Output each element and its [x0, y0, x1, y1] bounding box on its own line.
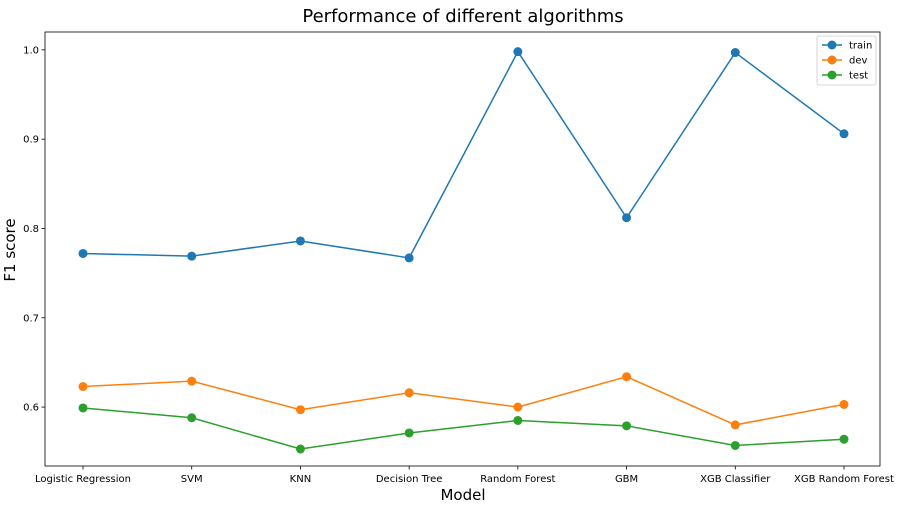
data-point-test	[404, 428, 414, 438]
x-tick-label: Random Forest	[480, 474, 555, 485]
data-point-train	[78, 248, 88, 258]
series-line-test	[82, 407, 845, 450]
data-point-train	[187, 251, 197, 261]
data-point-test	[513, 415, 523, 425]
legend-marker-train	[827, 40, 837, 50]
data-point-test	[730, 440, 740, 450]
data-point-dev	[295, 405, 305, 415]
data-point-train	[513, 47, 523, 57]
x-tick-label: XGB Classifier	[700, 474, 771, 485]
series-line-train	[82, 50, 845, 259]
y-tick-label: 0.6	[23, 403, 39, 414]
data-point-train	[295, 236, 305, 246]
data-point-train	[404, 253, 414, 263]
data-point-train	[730, 48, 740, 58]
legend: train dev test	[816, 35, 877, 86]
x-tick-label: XGB Random Forest	[794, 474, 894, 485]
data-point-test	[622, 421, 632, 431]
y-tick-label: 0.7	[23, 313, 39, 324]
x-tick-label: Logistic Regression	[35, 474, 131, 485]
legend-label-dev: dev	[849, 56, 868, 67]
y-tick-label: 1.0	[23, 45, 39, 56]
chart-title: Performance of different algorithms	[302, 6, 623, 27]
data-point-test	[839, 434, 849, 444]
x-tick-label: KNN	[290, 474, 312, 485]
data-point-test	[295, 444, 305, 454]
data-point-train	[839, 129, 849, 139]
y-tick-label: 0.8	[23, 224, 39, 235]
plot-area: 0.6 0.7 0.8 0.9 1.0 Logistic Regression SVM KNN…	[23, 31, 894, 485]
legend-marker-dev	[827, 55, 837, 65]
plot-frame	[44, 31, 881, 467]
x-tick-label: GBM	[615, 474, 638, 485]
legend-label-train: train	[849, 41, 872, 52]
y-axis-label: F1 score	[1, 218, 19, 281]
data-point-dev	[78, 382, 88, 392]
data-point-dev	[839, 399, 849, 409]
data-point-dev	[404, 388, 414, 398]
data-point-test	[78, 403, 88, 413]
x-axis-label: Model	[440, 486, 485, 504]
x-tick-label: SVM	[181, 474, 203, 485]
data-point-dev	[622, 372, 632, 382]
data-point-dev	[730, 420, 740, 430]
y-tick-label: 0.9	[23, 135, 39, 146]
data-point-train	[622, 213, 632, 223]
x-tick-label: Decision Tree	[376, 474, 443, 485]
series-line-dev	[82, 375, 845, 426]
data-point-test	[187, 413, 197, 423]
legend-marker-test	[827, 70, 837, 80]
data-point-dev	[187, 376, 197, 386]
legend-label-test: test	[849, 71, 868, 82]
data-point-dev	[513, 402, 523, 412]
